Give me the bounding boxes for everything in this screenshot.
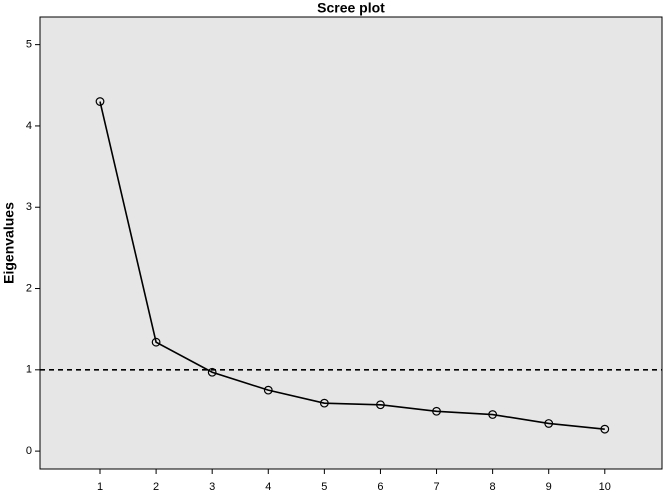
chart-title: Scree plot [317, 0, 385, 16]
x-tick-label: 4 [265, 481, 271, 493]
point [95, 97, 105, 106]
x-tick-label: 10 [599, 481, 611, 493]
x-tick-label: 7 [433, 481, 439, 493]
line [99, 101, 605, 430]
y-tick-label: 3 [26, 201, 32, 213]
point [432, 406, 441, 416]
x-tick-label: 8 [490, 481, 496, 493]
y-tick-label: 1 [26, 364, 32, 376]
x-tick-label: 3 [209, 481, 215, 493]
point [488, 410, 498, 419]
y-tick-label: 5 [26, 39, 32, 51]
plot-area [39, 16, 663, 470]
x-tick-label: 5 [321, 481, 327, 493]
y-axis-label: Eigenvalues [1, 202, 17, 284]
y-tick-label: 0 [26, 445, 32, 457]
point [600, 424, 610, 434]
y-tick-label: 4 [26, 120, 32, 132]
x-tick-label: 6 [377, 481, 383, 493]
point [544, 419, 554, 428]
point [376, 400, 385, 410]
x-tick-label: 9 [546, 481, 552, 493]
y-tick-label: 2 [26, 282, 32, 294]
point [151, 337, 161, 347]
point [319, 398, 329, 408]
x-tick-label: 2 [153, 481, 159, 493]
point [207, 367, 217, 377]
point [263, 385, 273, 395]
x-tick-label: 1 [97, 481, 103, 493]
